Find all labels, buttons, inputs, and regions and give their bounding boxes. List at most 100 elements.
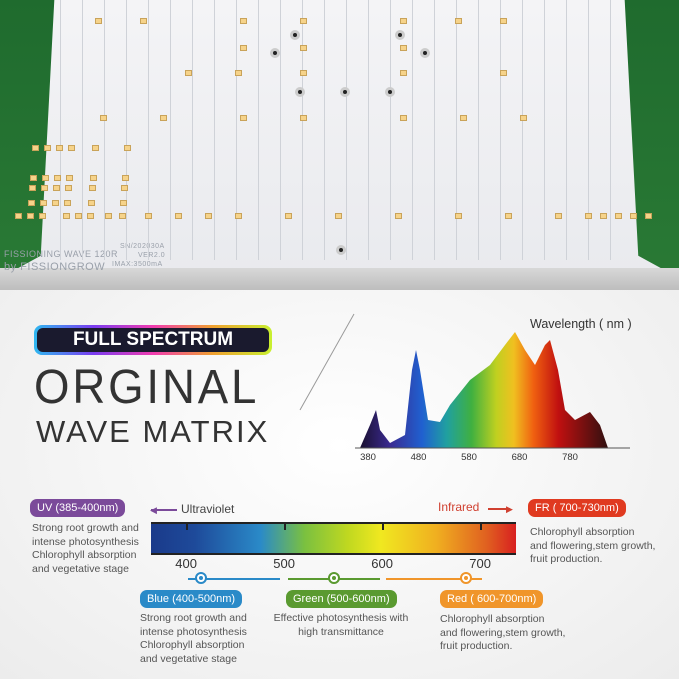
- led-chip: [32, 145, 39, 151]
- led-chip: [629, 213, 637, 219]
- led-chip: [520, 115, 527, 121]
- arrow-left-icon: [151, 509, 177, 511]
- led-chip: [614, 213, 622, 219]
- led-chip: [27, 200, 35, 206]
- full-spectrum-badge: FULL SPECTRUM: [34, 325, 272, 355]
- led-chip: [74, 213, 82, 219]
- led-chip: [26, 213, 34, 219]
- led-chip: [100, 115, 107, 121]
- mounting-hole: [290, 30, 300, 40]
- description-line: Chlorophyll absorption: [140, 639, 245, 651]
- spectrum-axis-label: Wavelength ( nm ): [530, 317, 632, 331]
- led-chip: [240, 18, 247, 24]
- arrow-right-icon: [488, 508, 510, 510]
- led-chip: [334, 213, 342, 219]
- ultraviolet-label: Ultraviolet: [181, 502, 235, 516]
- uv-band-badge: UV (385-400nm): [30, 499, 126, 517]
- led-chip: [554, 213, 562, 219]
- description-line: fruit production.: [440, 640, 513, 652]
- description-line: fruit production.: [530, 553, 603, 565]
- led-chip: [400, 115, 407, 121]
- scale-tick: [186, 524, 189, 530]
- led-chip: [28, 185, 36, 191]
- spectrum-tick-label: 580: [461, 452, 477, 463]
- led-chip: [87, 200, 95, 206]
- spectrum-tick-label: 480: [411, 452, 427, 463]
- scale-tick: [284, 524, 287, 530]
- description-line: and vegetative stage: [32, 562, 129, 575]
- led-chip: [144, 213, 152, 219]
- board-imax: IMAX:3500mA: [112, 261, 163, 268]
- pcb-trace: [412, 0, 413, 260]
- pcb-trace: [588, 0, 589, 260]
- led-chip: [86, 213, 94, 219]
- led-chip: [51, 200, 59, 206]
- mounting-hole: [270, 48, 280, 58]
- pcb-trace: [192, 0, 193, 260]
- led-chip: [300, 18, 307, 24]
- red-band-badge: Red ( 600-700nm): [440, 590, 544, 608]
- board-serial: SN/202030A: [120, 243, 165, 250]
- title-line-2: WAVE MATRIX: [36, 414, 270, 449]
- description-line: Chlorophyll absorption: [32, 549, 137, 561]
- spectrum-tick-label: 780: [562, 452, 578, 463]
- led-chip: [400, 18, 407, 24]
- arrowhead-left-icon: ◀: [150, 505, 157, 515]
- description-line: Strong root growth and: [140, 612, 247, 624]
- pcb-trace: [82, 0, 83, 260]
- led-chip: [29, 175, 37, 181]
- led-chip: [39, 200, 47, 206]
- led-chip: [62, 213, 70, 219]
- led-chip: [124, 145, 131, 151]
- led-chip: [65, 175, 73, 181]
- pcb-panel: [0, 0, 679, 278]
- led-chip: [140, 18, 147, 24]
- led-chip: [52, 185, 60, 191]
- led-board-photo: FISSIONING WAVE 120R by FISSIONGROW SN/2…: [0, 0, 679, 290]
- mounting-hole: [420, 48, 430, 58]
- led-chip: [240, 115, 247, 121]
- spectrum-chart: Wavelength ( nm ) 380 480 580 680 780: [355, 317, 632, 463]
- scale-tick: [382, 524, 385, 530]
- led-chip: [118, 213, 126, 219]
- led-chip: [455, 18, 462, 24]
- led-chip: [68, 145, 75, 151]
- pcb-trace: [258, 0, 259, 260]
- pcb-trace: [324, 0, 325, 260]
- led-chip: [300, 115, 307, 121]
- blue-band-badge: Blue (400-500nm): [140, 590, 243, 608]
- blue-marker-icon: [195, 572, 207, 584]
- led-chip: [174, 213, 182, 219]
- pcb-trace: [214, 0, 215, 260]
- fr-band-badge: FR ( 700-730nm): [528, 499, 626, 517]
- spectrum-tick-label: 680: [512, 452, 528, 463]
- led-chip: [400, 70, 407, 76]
- board-model-text: FISSIONING WAVE 120R: [4, 249, 119, 259]
- led-chip: [204, 213, 212, 219]
- pcb-trace: [544, 0, 545, 260]
- pcb-trace: [302, 0, 303, 260]
- led-chip: [460, 115, 467, 121]
- led-chip: [234, 213, 242, 219]
- led-chip: [300, 70, 307, 76]
- scale-tick-label: 400: [175, 556, 197, 571]
- pcb-trace: [346, 0, 347, 260]
- blue-description: Strong root growth and intense photosynth…: [140, 612, 247, 666]
- pcb-trace: [280, 0, 281, 260]
- pcb-trace: [522, 0, 523, 260]
- led-chip: [38, 213, 46, 219]
- led-chip: [120, 185, 128, 191]
- pcb-trace: [104, 0, 105, 260]
- infrared-label: Infrared: [438, 500, 480, 514]
- mounting-hole: [340, 87, 350, 97]
- green-band-badge: Green (500-600nm): [286, 590, 397, 608]
- led-chip: [95, 18, 102, 24]
- led-chip: [300, 45, 307, 51]
- led-chip: [240, 45, 247, 51]
- led-chip: [500, 18, 507, 24]
- led-chip: [160, 115, 167, 121]
- scale-tick-label: 500: [273, 556, 295, 571]
- arrowhead-right-icon: ▶: [506, 504, 513, 514]
- led-chip: [92, 145, 99, 151]
- uv-description: Strong root growth and intense photosynth…: [32, 522, 139, 576]
